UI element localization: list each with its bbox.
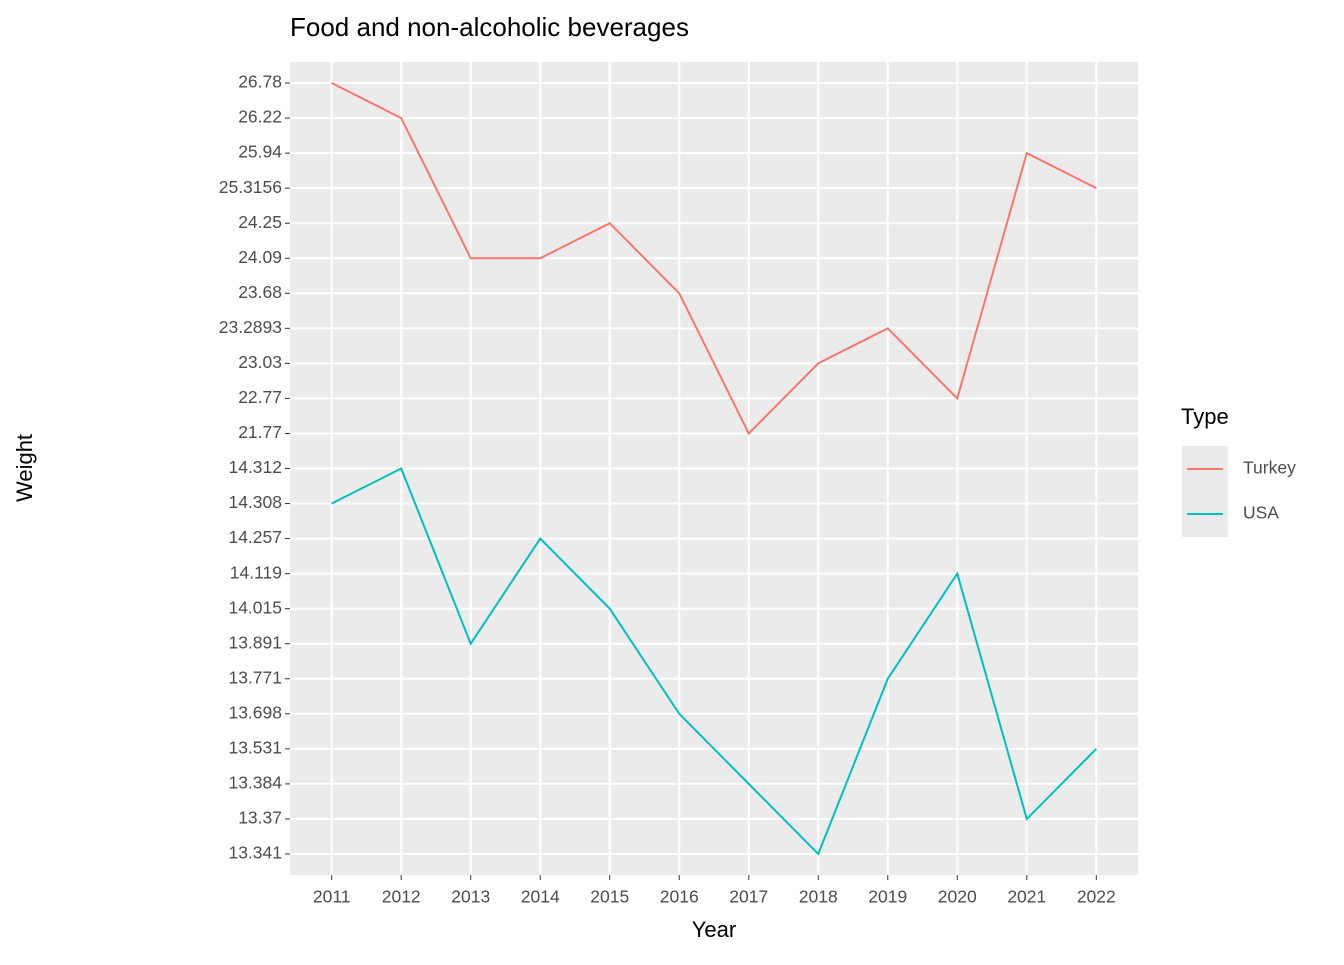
y-tick-label: 13.37 (238, 808, 282, 828)
y-tick-label: 26.78 (238, 72, 282, 92)
y-tick-label: 23.03 (238, 352, 282, 372)
series-line (331, 467, 1098, 856)
x-tick-label: 2014 (521, 887, 560, 907)
x-tick-label: 2016 (660, 887, 699, 907)
x-tick-label: 2013 (451, 887, 490, 907)
x-tick-label: 2022 (1077, 887, 1116, 907)
x-tick-label: 2021 (1007, 887, 1046, 907)
y-tick-label: 14.015 (228, 597, 282, 617)
chart-title: Food and non-alcoholic beverages (290, 12, 689, 42)
y-tick-label: 23.2893 (219, 317, 282, 337)
x-tick-label: 2015 (590, 887, 629, 907)
x-tick-label: 2019 (868, 887, 907, 907)
y-tick-label: 24.09 (238, 247, 282, 267)
y-tick-label: 13.698 (228, 702, 282, 722)
y-tick-label: 14.119 (230, 562, 282, 582)
y-tick-label: 22.77 (238, 387, 282, 407)
legend-label: USA (1243, 503, 1279, 523)
y-tick-label: 24.25 (238, 212, 282, 232)
y-tick-label: 13.341 (228, 843, 282, 863)
y-tick-label: 26.22 (238, 107, 282, 127)
y-tick-label: 21.77 (238, 422, 282, 442)
series-line (331, 82, 1097, 436)
x-axis-title: Year (692, 917, 736, 942)
x-tick-label: 2017 (729, 887, 768, 907)
y-tick-label: 13.771 (228, 667, 282, 687)
y-tick-label: 25.94 (238, 142, 282, 162)
x-tick-label: 2012 (382, 887, 421, 907)
y-tick-label: 25.3156 (219, 177, 282, 197)
y-tick-label: 14.257 (228, 527, 282, 547)
y-tick-label: 14.312 (228, 457, 282, 477)
y-tick-label: 13.891 (228, 632, 282, 652)
y-axis-title: Weight (12, 434, 37, 502)
y-tick-label: 23.68 (238, 282, 282, 302)
x-tick-label: 2020 (938, 887, 977, 907)
legend-label: Turkey (1243, 458, 1296, 478)
y-tick-label: 13.384 (228, 773, 282, 793)
x-tick-label: 2018 (799, 887, 838, 907)
y-tick-label: 14.308 (228, 492, 282, 512)
y-tick-label: 13.531 (228, 737, 282, 757)
legend-title: Type (1181, 404, 1229, 429)
x-tick-label: 2011 (313, 887, 351, 907)
